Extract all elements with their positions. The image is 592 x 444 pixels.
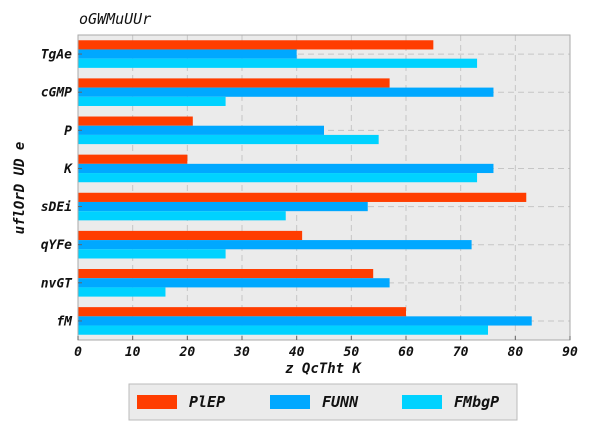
bar-FMbgP-P [78,134,379,145]
plot-frame [77,34,571,341]
bar-PlEP-P [78,116,193,126]
bars [78,40,532,335]
legend-swatch-PlEP [137,395,177,409]
y-category-label: cGMP [41,86,72,101]
legend-label-PlEP: PlEP [189,393,225,411]
y-category-label: TgAe [41,48,72,63]
y-category-label: P [64,124,72,139]
x-tick-label: 70 [453,345,469,360]
bar-PlEP-K [78,154,188,164]
bar-FMbgP-fM [78,325,488,335]
y-category-label: K [63,162,73,177]
bar-PlEP-TgAe [78,40,434,50]
x-tick-label: 40 [289,345,305,360]
legend-swatch-FMbgP [402,395,442,409]
bar-FMbgP-cGMP [78,96,226,106]
y-category-label: sDEi [41,200,72,215]
bar-FUNN-nvGT [78,278,390,288]
bar-FUNN-K [78,163,494,174]
bar-PlEP-sDEi [78,192,527,202]
bar-FMbgP-K [78,173,478,183]
y-category-label: qYFe [41,238,72,253]
x-tick-label: 50 [344,345,360,360]
bar-FMbgP-sDEi [78,211,286,221]
legend-label-FMbgP: FMbgP [454,393,499,411]
bar-FMbgP-nvGT [78,287,166,297]
legend-frame [128,383,518,421]
bar-PlEP-cGMP [78,78,390,88]
chart-title: oGWMuUUr [79,10,151,28]
x-tick-label: 80 [508,345,524,360]
bar-FUNN-P [78,125,324,135]
x-tick-label: 20 [179,345,196,360]
x-tick-label: 10 [125,345,141,360]
legend-swatch-FUNN [270,395,310,409]
bar-FUNN-fM [78,316,532,326]
x-tick-label: 0 [74,345,82,360]
bar-FMbgP-qYFe [78,249,226,259]
bar-PlEP-qYFe [78,230,303,241]
bar-PlEP-nvGT [78,269,374,279]
bar-FUNN-TgAe [78,49,297,59]
x-axis-label: z QcTht K [285,361,362,377]
bar-PlEP-fM [78,307,406,317]
bar-FUNN-sDEi [78,201,368,212]
bar-FUNN-cGMP [78,87,494,97]
y-axis-label: uflOrD UD e [12,142,28,235]
y-category-label: fM [56,314,73,329]
x-tick-label: 30 [233,345,250,360]
legend-label-FUNN: FUNN [322,393,359,411]
x-axis-ticks: 0 10 20 30 40 50 60 70 80 90 [74,336,578,360]
y-category-label: nvGT [41,276,73,291]
bar-FUNN-qYFe [78,240,472,250]
x-tick-label: 90 [562,345,578,360]
x-tick-label: 60 [398,345,414,360]
bar-FMbgP-TgAe [78,58,478,68]
legend: PlEP FUNN FMbgP [128,383,518,421]
